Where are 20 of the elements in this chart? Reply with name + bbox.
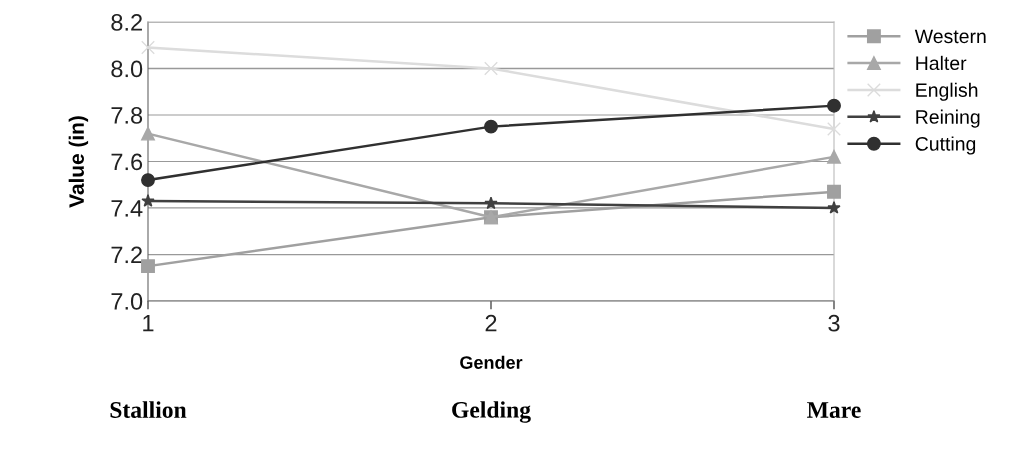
legend-label: Reining xyxy=(916,109,980,128)
y-tick-label: 7.2 xyxy=(111,246,142,264)
y-tick-label: 7.0 xyxy=(111,293,143,310)
y-axis-title: Value (in) xyxy=(68,116,89,208)
y-tick-label: 7.6 xyxy=(111,153,143,171)
legend-label: Cutting xyxy=(915,136,976,155)
legend-label: English xyxy=(916,82,978,101)
y-tick-label: 7.8 xyxy=(111,107,143,124)
text: Mare xyxy=(807,402,861,418)
y-tick-label: 8.0 xyxy=(111,60,143,78)
legend-label: Halter xyxy=(916,55,967,71)
y-tick-label: 7.4 xyxy=(111,200,143,217)
x-tick-label: 2 xyxy=(485,314,497,332)
x-tick-label: 1 xyxy=(143,315,154,332)
x-tick-label: 3 xyxy=(828,314,840,332)
y-tick-label: 8.2 xyxy=(111,14,142,31)
text: Gelding xyxy=(452,401,531,423)
x-axis-title: Gender xyxy=(460,355,523,369)
text: Stallion xyxy=(110,401,187,418)
legend-label: Western xyxy=(914,29,986,44)
